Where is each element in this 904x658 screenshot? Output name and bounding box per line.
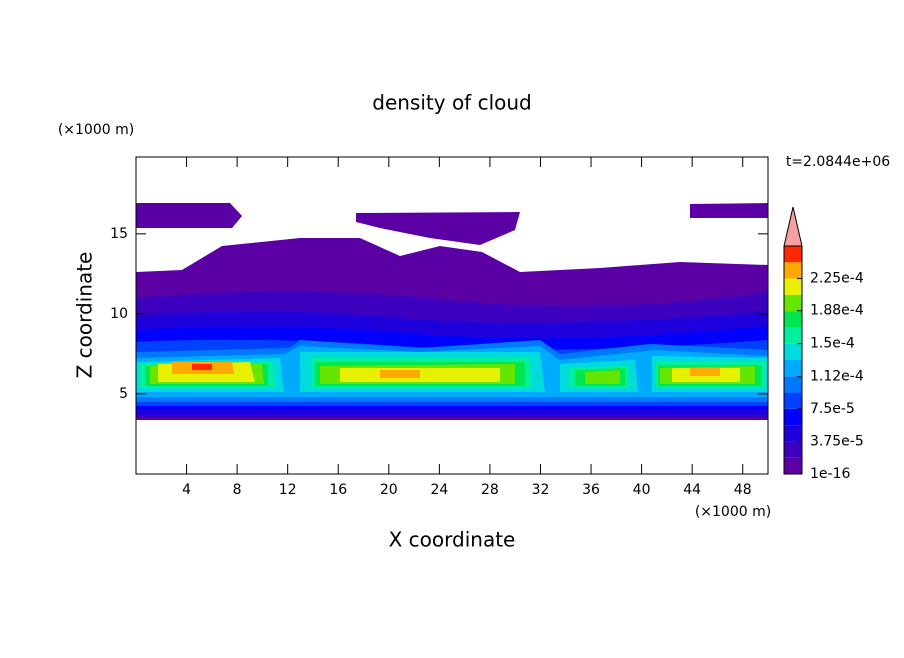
colorbar-swatch — [784, 408, 802, 426]
contour-region — [158, 362, 740, 382]
colorbar-swatch — [784, 425, 802, 442]
colorbar-swatch — [784, 262, 802, 279]
x-tick-label: 32 — [532, 482, 550, 498]
contour-field — [136, 203, 768, 420]
x-tick-label: 4 — [182, 482, 191, 498]
x-tick-label: 12 — [279, 482, 297, 498]
colorbar-swatch — [784, 457, 802, 474]
x-tick-label: 40 — [633, 482, 651, 498]
colorbar-swatch — [784, 327, 802, 344]
colorbar-frame — [783, 245, 803, 475]
colorbar-tick-label: 3.75e-5 — [810, 433, 864, 449]
colorbar-tick-label: 1e-16 — [810, 466, 850, 482]
colorbar-swatch — [784, 294, 802, 312]
x-tick-label: 16 — [329, 482, 347, 498]
x-tick-label: 20 — [380, 482, 398, 498]
colorbar-tick-label: 1.12e-4 — [810, 369, 864, 385]
y-unit-label: (×1000 m) — [58, 122, 134, 138]
x-tick-label: 36 — [582, 482, 600, 498]
y-axis-label: Z coordinate — [73, 252, 97, 379]
contour-region — [192, 364, 212, 370]
time-label: t=2.0844e+06 — [786, 154, 890, 170]
y-tick-label: 10 — [110, 306, 128, 322]
x-axis-label: X coordinate — [389, 528, 516, 552]
colorbar-swatch — [784, 311, 802, 328]
contour-region — [136, 203, 242, 228]
colorbar-tick-label: 2.25e-4 — [810, 271, 864, 287]
x-tick-label: 28 — [481, 482, 499, 498]
colorbar-swatch — [784, 360, 802, 377]
x-tick-label: 24 — [430, 482, 448, 498]
x-unit-label: (×1000 m) — [695, 504, 771, 520]
y-tick-label: 15 — [110, 226, 128, 242]
contour-region — [172, 362, 720, 378]
colorbar-extend — [783, 206, 803, 247]
y-tick-label: 5 — [119, 386, 128, 402]
x-tick-label: 44 — [683, 482, 701, 498]
colorbar-tick-label: 1.5e-4 — [810, 336, 855, 352]
colorbar-swatch — [784, 392, 802, 409]
plot-frame — [135, 156, 769, 475]
colorbar-swatch — [784, 246, 802, 263]
colorbar-tick-label: 1.88e-4 — [810, 303, 864, 319]
colorbar-swatch — [784, 441, 802, 458]
chart-title: density of cloud — [372, 91, 531, 115]
contour-region — [690, 203, 768, 218]
colorbar-swatch — [784, 343, 802, 360]
colorbar-swatch — [784, 278, 802, 295]
colorbar-swatch — [784, 376, 802, 393]
x-tick-label: 48 — [734, 482, 752, 498]
contour-region — [356, 212, 520, 245]
colorbar-tick-label: 7.5e-5 — [810, 401, 855, 417]
x-tick-label: 8 — [233, 482, 242, 498]
